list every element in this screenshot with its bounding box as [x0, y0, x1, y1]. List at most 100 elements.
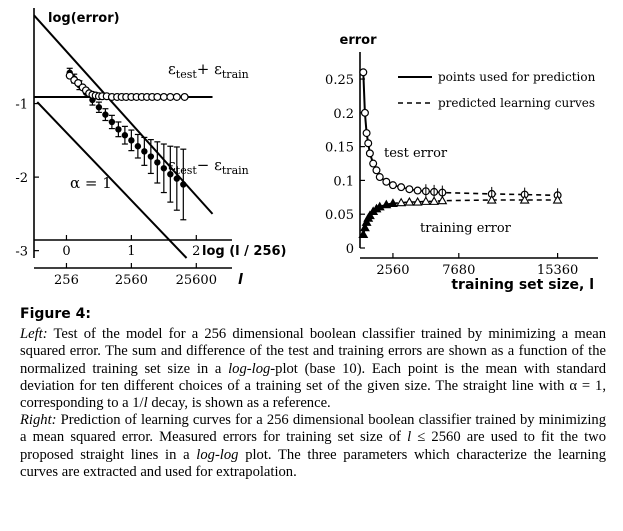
figure-4: log(error) -1 -2 -3 0 1 2 log (l / 256) 256 2560 2… — [15, 8, 598, 293]
test-fit-solid — [362, 72, 394, 186]
test-fit-dashed — [392, 184, 558, 197]
diff-point — [160, 165, 168, 172]
left-chart: log(error) -1 -2 -3 0 1 2 log (l / 256) 256 2560 2… — [15, 8, 287, 288]
x-tick-label: 0 — [62, 244, 70, 259]
test-point — [375, 173, 384, 182]
train-point — [420, 196, 431, 205]
train-point — [396, 197, 407, 207]
label-alpha: α = 1 — [70, 174, 112, 192]
y-tick-label: 0 — [346, 242, 354, 257]
diff-point — [134, 143, 142, 150]
train-point — [552, 194, 563, 204]
y-axis-label: log(error) — [48, 11, 120, 26]
caption-right-label: Right: — [20, 412, 57, 429]
test-point — [369, 159, 378, 168]
label-diff: εtest− εtrain — [168, 156, 249, 177]
caption-right-text: Prediction of learning curves for a 256 … — [20, 412, 606, 446]
test-point — [365, 149, 374, 158]
y-tick-label: 0.25 — [325, 73, 354, 88]
caption-title: Figure 4: — [20, 306, 91, 322]
caption-left-label: Left: — [20, 326, 48, 343]
label-sum: εtest+ εtrain — [168, 60, 249, 81]
caption-left-paragraph: Left: Test of the model for a 256 dimens… — [20, 326, 606, 412]
bottom-tick-label: 25600 — [176, 273, 217, 288]
diff-point — [115, 126, 122, 133]
caption-right-paragraph: Right: Prediction of learning curves for… — [20, 412, 606, 481]
train-point — [486, 194, 497, 204]
x-tick-label: 7680 — [442, 263, 475, 278]
caption-right-ital1: l — [407, 429, 412, 446]
train-point — [404, 196, 415, 206]
y-tick-label: 0.2 — [333, 107, 354, 122]
train-point — [412, 196, 423, 206]
caption-right-text3: plot. The three parameters which charact… — [20, 446, 606, 480]
train-point — [359, 222, 370, 232]
caption-left-ital2: l — [143, 395, 148, 412]
diff-point — [128, 137, 135, 144]
y-tick-label: -2 — [15, 171, 28, 186]
sum-point — [153, 92, 162, 101]
y-tick-label: 0.1 — [333, 174, 354, 189]
y-tick-label: -1 — [15, 98, 28, 113]
figure-caption: Figure 4: Left: Test of the model for a … — [20, 306, 606, 481]
sum-point — [159, 92, 168, 101]
diff-point — [108, 118, 116, 126]
label-test-error: test error — [384, 146, 448, 161]
y-tick-label: 0.05 — [325, 208, 354, 223]
sum-point — [166, 92, 175, 101]
x-tick-label: 15360 — [537, 263, 578, 278]
test-point — [413, 186, 422, 195]
diff-point — [173, 175, 181, 182]
x-axis-label-top: log (l / 256) — [202, 244, 287, 259]
x-tick-label: 2560 — [376, 263, 409, 278]
caption-left-text: Test of the model for a 256 dimensional … — [20, 326, 606, 377]
y-tick-label: 0.15 — [325, 141, 354, 156]
diff-point — [121, 132, 129, 139]
y-axis-label: error — [340, 33, 378, 48]
x-axis-label: training set size, l — [451, 277, 594, 293]
train-point — [381, 199, 392, 209]
x-tick-label: 1 — [127, 244, 135, 259]
fit-line — [36, 101, 188, 259]
legend-dashed-label: predicted learning curves — [438, 96, 595, 110]
diff-point — [154, 159, 161, 166]
diff-point — [147, 153, 155, 160]
caption-left-text2: -plot (base 10). Each point is the mean … — [20, 360, 606, 412]
bottom-tick-label: 256 — [54, 273, 79, 288]
legend-solid-label: points used for prediction — [438, 70, 596, 84]
diff-point — [102, 111, 109, 118]
x-axis-label-bottom: l — [238, 272, 243, 288]
test-point — [388, 181, 397, 190]
sum-point — [172, 92, 181, 101]
train-point — [364, 210, 375, 220]
x-tick-label: 2 — [192, 244, 200, 259]
train-point — [429, 196, 440, 205]
test-point — [372, 166, 381, 175]
caption-left-ital1: log-log — [228, 360, 271, 377]
label-training-error: training error — [420, 221, 512, 236]
caption-left-text3: decay, is shown as a reference. — [147, 395, 331, 412]
diff-point — [180, 181, 187, 188]
caption-right-ital2: log-log — [196, 446, 239, 463]
test-point — [359, 68, 368, 77]
train-point — [519, 194, 530, 204]
test-point — [360, 108, 369, 117]
train-point — [387, 198, 398, 207]
test-point — [405, 185, 414, 194]
diff-point — [167, 170, 174, 178]
bottom-tick-label: 2560 — [115, 273, 148, 288]
train-point — [437, 195, 448, 205]
test-point — [382, 177, 391, 186]
diff-point — [141, 148, 148, 155]
y-tick-label: -3 — [15, 245, 28, 260]
caption-right-text2: ≤ 2560 are used to fit the two proposed … — [20, 429, 606, 463]
test-point — [362, 129, 371, 138]
train-point — [358, 229, 369, 239]
test-point — [397, 183, 406, 192]
diff-point — [95, 104, 103, 111]
train-point — [361, 217, 372, 226]
train-fit-dashed — [392, 199, 558, 205]
sum-point — [180, 92, 189, 101]
test-point — [364, 139, 373, 148]
